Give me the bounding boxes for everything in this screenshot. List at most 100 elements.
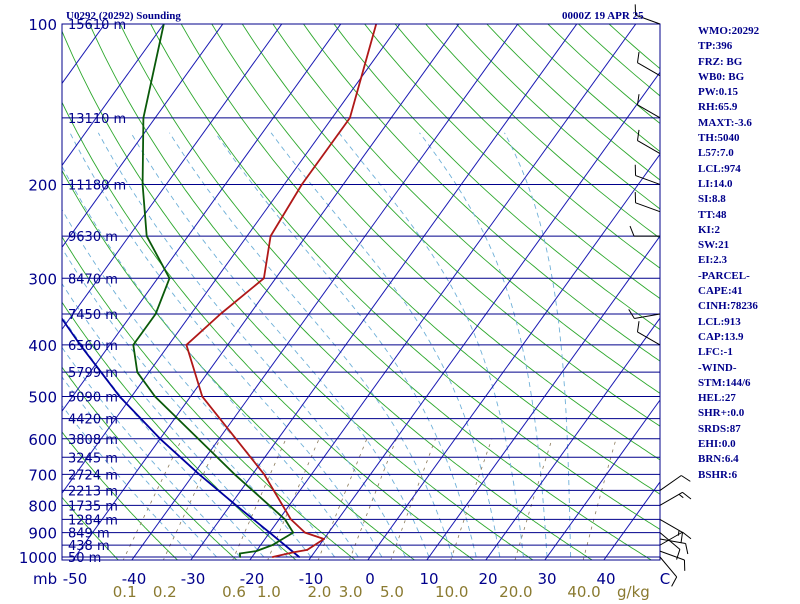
wind-barb — [637, 52, 660, 76]
pressure-label: 900 — [28, 525, 57, 543]
temperature-point — [306, 549, 308, 551]
index-item: WMO:20292 — [698, 24, 759, 39]
wind-barb-staff — [660, 475, 681, 490]
height-label: 11180 m — [68, 178, 126, 193]
dewpoint-point — [271, 544, 273, 546]
index-item: SW:21 — [698, 238, 759, 253]
wind-barb-flag — [683, 492, 691, 499]
dewpoint-point — [132, 344, 134, 346]
parcel-point — [119, 396, 121, 398]
dewpoint-point — [142, 184, 144, 186]
index-item: LFC:-1 — [698, 345, 759, 360]
dewpoint-point — [239, 556, 241, 558]
mixing-ratio-tick: 40.0 — [567, 583, 600, 600]
index-item: STM:144/6 — [698, 376, 759, 391]
wind-barb-flag — [637, 52, 639, 63]
temperature-tick: C — [660, 570, 670, 588]
wind-barb-staff — [637, 105, 660, 118]
wind-barb-flag — [637, 130, 639, 141]
wind-barb — [660, 532, 691, 545]
pressure-label: 400 — [28, 337, 57, 355]
dewpoint-point — [292, 532, 294, 534]
dry-adiabat — [145, 12, 725, 568]
isotherm — [303, 12, 703, 568]
pressure-unit-label: mb — [33, 570, 57, 588]
index-item: FRZ: BG — [698, 55, 759, 70]
wind-barb-flag — [681, 532, 683, 543]
pressure-label: 500 — [28, 389, 57, 407]
height-label: 13110 m — [68, 112, 126, 127]
index-item: LCL:913 — [698, 315, 759, 330]
wind-barb-flag — [630, 226, 634, 236]
index-item: TP:396 — [698, 39, 759, 54]
height-label: 2213 m — [68, 484, 118, 499]
pressure-label: 200 — [28, 176, 57, 194]
index-item: RH:65.9 — [698, 100, 759, 115]
dewpoint-point — [239, 553, 241, 555]
isotherm — [185, 12, 585, 568]
height-label: 8470 m — [68, 272, 118, 287]
parcel-point — [198, 474, 200, 476]
wind-barb-staff — [637, 63, 660, 76]
temperature-point — [220, 313, 222, 315]
height-label: 9630 m — [68, 230, 118, 245]
wind-barb — [660, 475, 690, 490]
index-item: TH:5040 — [698, 131, 759, 146]
index-item: SI:8.8 — [698, 192, 759, 207]
wind-barb-flag — [686, 543, 688, 554]
index-item: EHI:0.0 — [698, 437, 759, 452]
wind-barb-staff — [634, 314, 660, 319]
temperature-point — [270, 235, 272, 237]
mixing-ratio-line — [160, 439, 221, 569]
dry-adiabat — [0, 12, 306, 568]
mixing-ratio-line — [513, 439, 553, 569]
wind-barb-flag — [637, 321, 639, 332]
temperature-point — [349, 117, 351, 119]
height-label: 5090 m — [68, 391, 118, 406]
temperature-point — [201, 396, 203, 398]
parcel-point — [298, 556, 300, 558]
station-title: U0292 (20292) Sounding — [66, 10, 181, 22]
pressure-label: 1000 — [19, 549, 57, 567]
dewpoint-point — [155, 313, 157, 315]
wind-barb-half — [679, 494, 683, 497]
wind-barb — [660, 533, 680, 560]
temperature-point — [290, 518, 292, 520]
temperature-tick: -30 — [181, 570, 206, 588]
isotherm — [0, 12, 349, 568]
wind-barb-flag — [683, 532, 691, 539]
index-item: BSHR:6 — [698, 468, 759, 483]
index-item: SHR+:0.0 — [698, 406, 759, 421]
index-item: CAP:13.9 — [698, 330, 759, 345]
index-item: WB0: BG — [698, 70, 759, 85]
wind-barb-staff — [636, 203, 660, 212]
mixing-ratio-tick: 5.0 — [380, 583, 404, 600]
sounding-time: 0000Z 19 APR 25 — [562, 10, 644, 22]
index-item: TT:48 — [698, 208, 759, 223]
index-item: CINH:78236 — [698, 299, 759, 314]
pressure-label: 100 — [28, 16, 57, 34]
pressure-label: 800 — [28, 497, 57, 515]
index-item: HEL:27 — [698, 391, 759, 406]
temperature-tick: 20 — [478, 570, 497, 588]
index-item: LCL:974 — [698, 162, 759, 177]
dewpoint-point — [169, 277, 171, 279]
temperature-point — [263, 474, 265, 476]
isotherm — [244, 12, 644, 568]
plot-frame — [62, 24, 660, 560]
wind-barb-flag — [681, 475, 690, 481]
pressure-label: 600 — [28, 431, 57, 449]
mixing-ratio-tick: 1.0 — [257, 583, 281, 600]
dewpoint-point — [234, 474, 236, 476]
mixing-ratio-tick: 0.2 — [153, 583, 177, 600]
mixing-ratio-line — [581, 439, 616, 569]
index-item: -WIND- — [698, 361, 759, 376]
mixing-ratio-line — [388, 439, 436, 569]
wind-barb — [635, 192, 660, 212]
temperature-point — [263, 277, 265, 279]
height-label: 1735 m — [68, 499, 118, 514]
isotherm — [0, 12, 54, 568]
wind-barb-half — [678, 530, 679, 535]
